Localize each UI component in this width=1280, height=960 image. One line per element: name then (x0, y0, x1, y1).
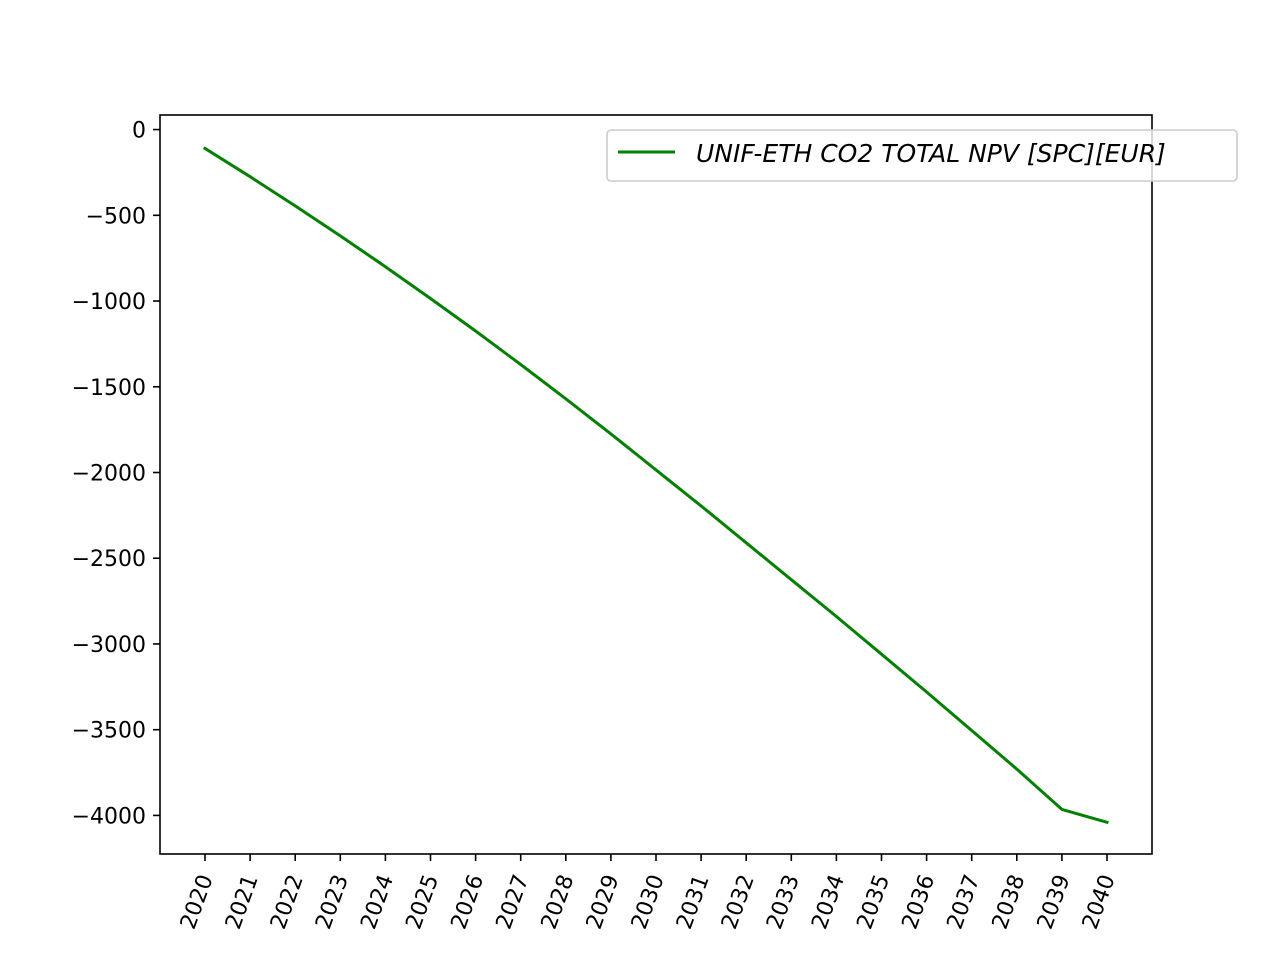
y-axis: 0 −500 −1000 −1500 −2000 −2500 −3000 −3500 −4000 (72, 119, 160, 829)
y-tick-label: −500 (86, 204, 146, 229)
x-tick-label: 2032 (717, 872, 760, 933)
x-tick-label: 2030 (627, 872, 670, 933)
legend-box (606, 129, 1238, 182)
y-tick-label: −3500 (72, 719, 146, 744)
x-tick-label: 2029 (582, 872, 625, 933)
y-tick-label: −4000 (72, 804, 146, 829)
y-tick-label: −1000 (72, 290, 146, 315)
x-tick-label: 2026 (447, 872, 490, 933)
x-tick-label: 2021 (221, 872, 264, 933)
x-tick-label: 2031 (672, 872, 715, 933)
x-tick-label: 2033 (762, 872, 805, 933)
x-tick-label: 2025 (401, 872, 444, 933)
x-tick-label: 2020 (176, 872, 219, 933)
legend-label: UNIF-ETH CO2 TOTAL NPV [SPC][EUR] (696, 139, 1166, 168)
legend: UNIF-ETH CO2 TOTAL NPV [SPC][EUR] (606, 129, 1238, 182)
x-tick-label: 2027 (492, 872, 535, 933)
y-tick-label: 0 (132, 119, 146, 144)
plot-area (160, 115, 1152, 854)
y-tick-label: −2500 (72, 547, 146, 572)
x-tick-label: 2028 (537, 872, 580, 933)
y-tick-label: −3000 (72, 633, 146, 658)
x-tick-label: 2024 (356, 872, 399, 933)
y-tick-label: −2000 (72, 461, 146, 486)
x-axis: 2020 2021 2022 2023 2024 2025 2026 2027 2028 2029… (176, 854, 1121, 933)
x-tick-label: 2035 (852, 872, 895, 933)
x-tick-label: 2023 (311, 872, 354, 933)
x-tick-label: 2034 (807, 872, 850, 933)
x-tick-label: 2036 (898, 872, 941, 933)
x-tick-label: 2037 (943, 872, 986, 933)
x-tick-label: 2039 (1033, 872, 1076, 933)
x-tick-label: 2022 (266, 872, 309, 933)
plot-frame (159, 114, 1153, 855)
x-tick-label: 2040 (1078, 872, 1121, 933)
series-line-0 (202, 146, 1109, 825)
x-tick-label: 2038 (988, 872, 1031, 933)
y-tick-label: −1500 (72, 376, 146, 401)
series-layer (202, 146, 1109, 825)
